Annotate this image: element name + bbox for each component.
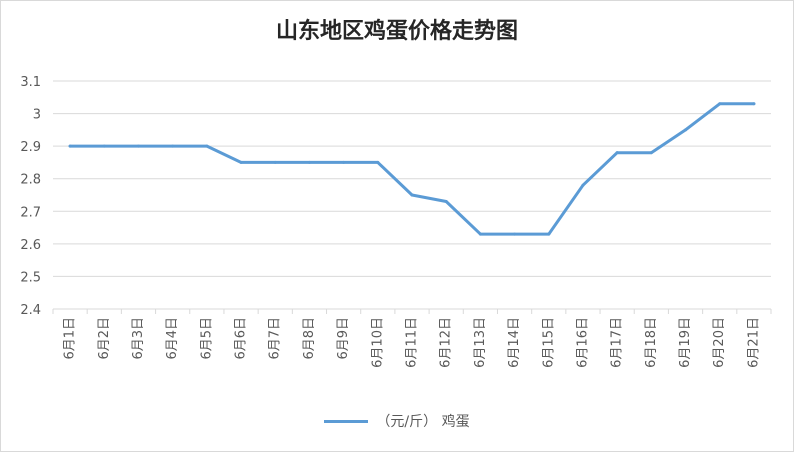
x-tick-label: 6月15日 [541, 317, 556, 368]
x-tick-label: 6月8日 [302, 317, 317, 360]
data-point [273, 160, 277, 164]
chart-legend: （元/斤） 鸡蛋 [1, 411, 793, 431]
x-tick-label: 6月5日 [199, 317, 214, 360]
legend-label: （元/斤） 鸡蛋 [376, 414, 470, 430]
x-tick-label: 6月2日 [97, 317, 112, 360]
x-tick-label: 6月21日 [746, 317, 761, 368]
y-tick-label: 2.9 [20, 140, 41, 155]
x-tick-label: 6月16日 [575, 317, 590, 368]
data-point [102, 144, 106, 148]
y-tick-label: 2.5 [20, 270, 41, 285]
data-point [342, 160, 346, 164]
data-point [478, 232, 482, 236]
data-point [136, 144, 140, 148]
x-tick-label: 6月19日 [678, 317, 693, 368]
data-point [718, 102, 722, 106]
x-tick-label: 6月3日 [131, 317, 146, 360]
x-tick-label: 6月1日 [63, 317, 78, 360]
x-tick-label: 6月10日 [370, 317, 385, 368]
y-tick-label: 2.4 [20, 303, 41, 318]
data-point [547, 232, 551, 236]
data-point [684, 128, 688, 132]
data-point [171, 144, 175, 148]
legend-line-swatch [324, 419, 369, 423]
y-tick-label: 3 [33, 108, 41, 123]
data-point [615, 151, 619, 155]
y-tick-label: 2.6 [20, 238, 41, 253]
x-tick-label: 6月13日 [473, 317, 488, 368]
data-point [410, 193, 414, 197]
data-point [68, 144, 72, 148]
data-point [649, 151, 653, 155]
data-point [513, 232, 517, 236]
y-tick-label: 2.8 [20, 173, 41, 188]
x-tick-label: 6月7日 [268, 317, 283, 360]
x-tick-label: 6月11日 [405, 317, 420, 368]
data-point [205, 144, 209, 148]
x-tick-label: 6月17日 [610, 317, 625, 368]
series-line [68, 102, 756, 236]
data-point [376, 160, 380, 164]
chart-title: 山东地区鸡蛋价格走势图 [275, 18, 518, 44]
x-tick-label: 6月9日 [336, 317, 351, 360]
y-tick-label: 2.7 [20, 205, 41, 220]
x-tick-label: 6月12日 [439, 317, 454, 368]
data-point [444, 200, 448, 204]
data-point [239, 160, 243, 164]
x-tick-label: 6月14日 [507, 317, 522, 368]
chart-plot: 2.4 2.5 2.6 2.7 2.8 2.9 3 3.1 6月1日 6月2日 6月3日 6月4日 6月… [20, 75, 772, 368]
x-tick-label: 6月20日 [712, 317, 727, 368]
data-point [752, 102, 756, 106]
x-tick-label: 6月6日 [234, 317, 249, 360]
y-tick-label: 3.1 [20, 75, 41, 90]
data-point [307, 160, 311, 164]
x-tick-label: 6月18日 [644, 317, 659, 368]
data-point [581, 183, 585, 187]
x-tick-label: 6月4日 [165, 317, 180, 360]
